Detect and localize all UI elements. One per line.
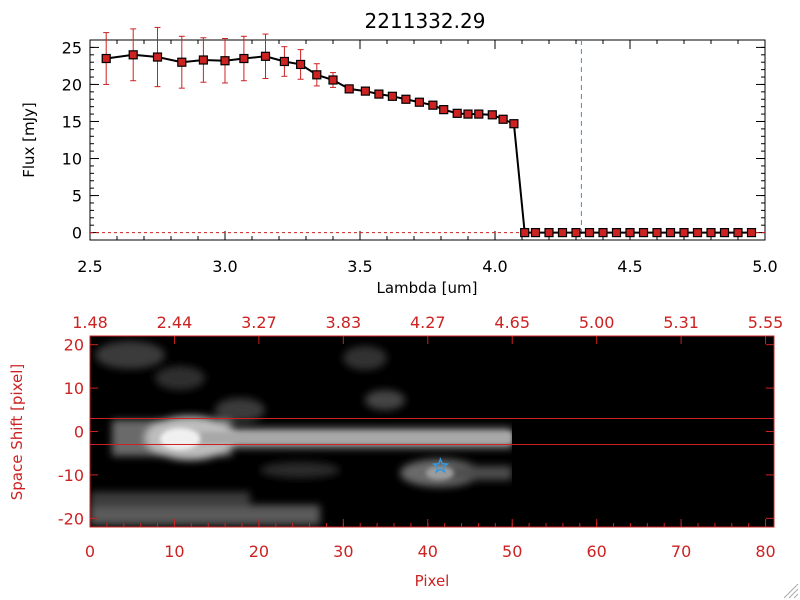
data-point xyxy=(746,227,757,238)
data-point xyxy=(428,100,438,110)
data-point xyxy=(463,109,473,119)
image-x-tick-label: 20 xyxy=(249,542,269,561)
image-x-tick-label: 40 xyxy=(418,542,438,561)
data-point xyxy=(638,227,649,238)
data-point xyxy=(260,51,271,61)
star-icon xyxy=(431,457,450,474)
spectral-image xyxy=(90,336,774,527)
top-plot-frame xyxy=(89,39,766,241)
data-point xyxy=(177,57,187,67)
data-point xyxy=(401,94,411,104)
data-point xyxy=(520,227,530,238)
data-point xyxy=(328,75,338,85)
image-y-tick-label: 20 xyxy=(64,336,84,355)
data-point xyxy=(652,227,662,238)
image-y-tick-label: -10 xyxy=(58,466,84,485)
data-point xyxy=(296,59,306,70)
data-point xyxy=(665,227,676,238)
x-axis-label: Lambda [um] xyxy=(377,279,478,297)
wavelength-tick-label: 3.83 xyxy=(326,313,362,332)
image-axis-ticks: 0 10 20 30 40 50 60 70 80 1.48 2.44 3.27 3.83 4.27 4.6… xyxy=(58,313,784,561)
image-y-tick-label: 0 xyxy=(74,423,84,442)
image-x-tick-label: 0 xyxy=(85,542,95,561)
x-tick-label: 3.0 xyxy=(212,257,237,276)
y-axis-label: Flux [mJy] xyxy=(20,102,38,178)
data-point xyxy=(414,97,424,107)
top-axis-ticks: 2.5 3.0 3.5 4.0 4.5 5.0 0 5 10 15 20 25 xyxy=(62,38,778,276)
wavelength-tick-label: 2.44 xyxy=(157,313,193,332)
wavelength-tick-label: 4.65 xyxy=(494,313,530,332)
data-point xyxy=(239,53,249,64)
x-tick-label: 4.0 xyxy=(482,257,507,276)
data-point xyxy=(706,227,716,238)
y-tick-label: 10 xyxy=(62,150,82,169)
data-point xyxy=(374,89,384,99)
data-point xyxy=(487,110,497,120)
y-tick-label: 20 xyxy=(62,75,82,94)
data-point xyxy=(279,56,289,67)
image-x-tick-label: 10 xyxy=(164,542,184,561)
image-x-tick-label: 70 xyxy=(671,542,691,561)
x-tick-label: 5.0 xyxy=(752,257,777,276)
data-point xyxy=(544,227,554,238)
data-point xyxy=(509,119,519,129)
x-tick-label: 2.5 xyxy=(77,257,102,276)
image-y-axis-label: Space Shift [pixel] xyxy=(8,364,26,501)
data-point xyxy=(220,56,230,66)
wavelength-tick-label: 1.48 xyxy=(72,313,108,332)
data-point xyxy=(625,227,635,238)
chart-title: 2211332.29 xyxy=(365,9,486,33)
image-x-tick-label: 50 xyxy=(502,542,522,561)
y-tick-label: 15 xyxy=(62,112,82,131)
wavelength-tick-label: 5.31 xyxy=(663,313,699,332)
image-x-tick-label: 60 xyxy=(586,542,606,561)
image-y-tick-label: -20 xyxy=(58,509,84,528)
resize-grip-icon[interactable] xyxy=(783,583,799,599)
data-point xyxy=(312,70,322,80)
wavelength-tick-label: 5.55 xyxy=(748,313,784,332)
data-point xyxy=(387,91,397,101)
data-point xyxy=(101,53,111,64)
data-point xyxy=(719,227,730,238)
data-point xyxy=(344,84,354,94)
image-x-tick-label: 80 xyxy=(755,542,775,561)
x-tick-label: 3.5 xyxy=(347,257,372,276)
data-point xyxy=(452,108,462,118)
data-point xyxy=(128,50,138,60)
data-point xyxy=(198,55,208,65)
y-tick-label: 0 xyxy=(72,224,82,243)
data-point xyxy=(611,227,622,238)
wavelength-tick-label: 4.27 xyxy=(410,313,446,332)
wavelength-tick-label: 5.00 xyxy=(579,313,615,332)
data-point xyxy=(360,86,370,96)
wavelength-tick-label: 3.27 xyxy=(241,313,277,332)
image-x-axis-label: Pixel xyxy=(415,572,450,590)
data-point xyxy=(598,227,608,238)
data-point xyxy=(498,114,508,124)
y-tick-label: 5 xyxy=(72,187,82,206)
data-point xyxy=(439,105,449,115)
x-tick-label: 4.5 xyxy=(617,257,642,276)
source-star-marker xyxy=(431,457,450,474)
image-x-tick-label: 30 xyxy=(333,542,353,561)
data-point xyxy=(474,109,484,119)
data-point xyxy=(571,227,581,238)
y-tick-label: 25 xyxy=(62,38,82,57)
data-point xyxy=(557,227,568,238)
data-point xyxy=(692,227,703,238)
image-y-tick-label: 10 xyxy=(64,379,84,398)
data-point xyxy=(584,227,595,238)
data-point xyxy=(530,227,541,238)
data-point xyxy=(733,227,743,238)
data-point xyxy=(679,227,689,238)
flux-points xyxy=(101,50,757,238)
data-point xyxy=(152,52,163,62)
